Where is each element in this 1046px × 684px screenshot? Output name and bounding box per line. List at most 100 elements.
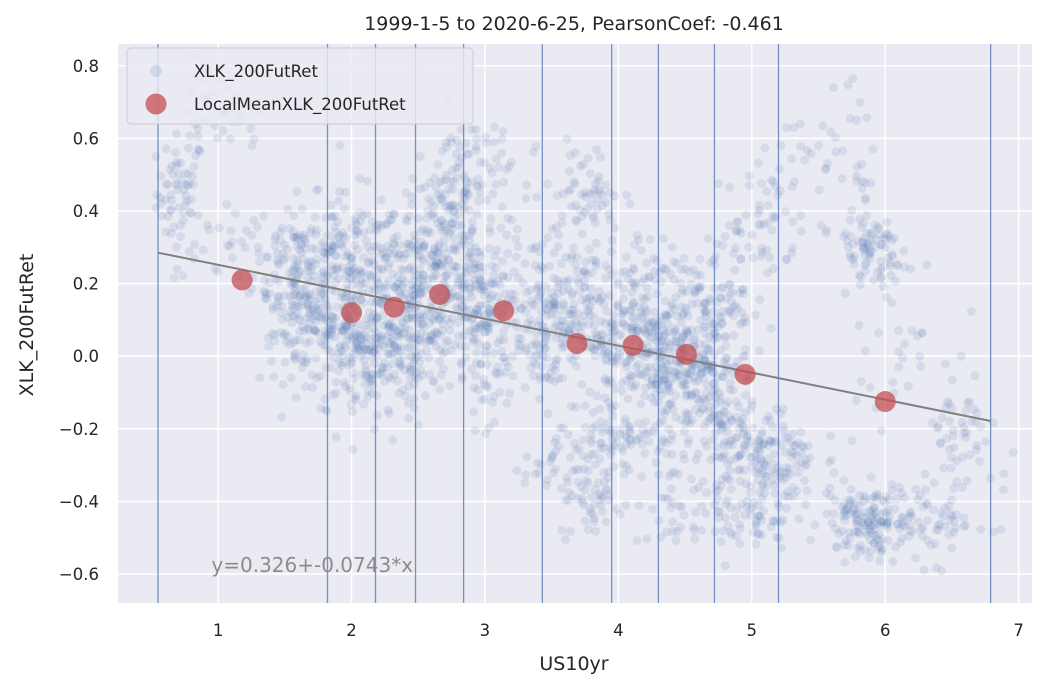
scatter-point bbox=[676, 288, 686, 298]
scatter-point bbox=[961, 405, 971, 415]
scatter-point bbox=[583, 203, 593, 213]
scatter-point bbox=[899, 262, 909, 272]
scatter-point bbox=[730, 265, 740, 275]
scatter-point bbox=[532, 284, 542, 294]
scatter-point bbox=[176, 158, 186, 168]
scatter-point bbox=[386, 327, 396, 337]
scatter-point bbox=[441, 338, 451, 348]
scatter-point bbox=[753, 529, 763, 539]
scatter-point bbox=[321, 248, 331, 258]
scatter-point bbox=[771, 516, 781, 526]
scatter-point bbox=[754, 443, 764, 453]
scatter-point bbox=[801, 500, 811, 510]
scatter-point bbox=[714, 179, 724, 189]
scatter-point bbox=[339, 378, 349, 388]
scatter-point bbox=[667, 498, 677, 508]
scatter-point bbox=[590, 460, 600, 470]
scatter-point bbox=[371, 333, 381, 343]
scatter-point bbox=[861, 195, 871, 205]
scatter-point bbox=[690, 404, 700, 414]
scatter-point bbox=[746, 504, 756, 514]
scatter-point bbox=[386, 215, 396, 225]
scatter-point bbox=[859, 496, 869, 506]
scatter-point bbox=[661, 337, 671, 347]
scatter-point bbox=[265, 289, 275, 299]
scatter-point bbox=[962, 476, 972, 486]
scatter-point bbox=[640, 429, 650, 439]
scatter-point bbox=[627, 278, 637, 288]
scatter-point bbox=[340, 340, 350, 350]
scatter-point bbox=[476, 285, 486, 295]
scatter-point bbox=[472, 181, 482, 191]
scatter-point bbox=[626, 323, 636, 333]
scatter-point bbox=[695, 254, 705, 264]
scatter-point bbox=[326, 347, 336, 357]
scatter-point bbox=[601, 346, 611, 356]
scatter-point bbox=[296, 240, 306, 250]
scatter-point bbox=[702, 417, 712, 427]
scatter-point bbox=[670, 467, 680, 477]
scatter-point bbox=[457, 199, 467, 209]
scatter-point bbox=[565, 185, 575, 195]
scatter-point bbox=[759, 219, 769, 229]
scatter-point bbox=[385, 319, 395, 329]
scatter-point bbox=[672, 259, 682, 269]
scatter-point bbox=[388, 322, 398, 332]
scatter-point bbox=[273, 291, 283, 301]
scatter-point bbox=[778, 475, 788, 485]
scatter-point bbox=[748, 253, 758, 263]
scatter-point bbox=[695, 270, 705, 280]
scatter-point bbox=[700, 308, 710, 318]
scatter-point bbox=[427, 262, 437, 272]
scatter-point bbox=[486, 293, 496, 303]
scatter-point bbox=[418, 270, 428, 280]
scatter-point bbox=[272, 248, 282, 258]
scatter-point bbox=[481, 300, 491, 310]
scatter-point bbox=[739, 510, 749, 520]
scatter-point bbox=[701, 509, 711, 519]
scatter-point bbox=[346, 253, 356, 263]
scatter-point bbox=[899, 246, 909, 256]
scatter-point bbox=[732, 412, 742, 422]
scatter-point bbox=[708, 324, 718, 334]
scatter-point bbox=[668, 366, 678, 376]
scatter-point bbox=[725, 466, 735, 476]
x-tick-label: 1 bbox=[213, 621, 224, 640]
scatter-point bbox=[497, 202, 507, 212]
scatter-point bbox=[602, 306, 612, 316]
scatter-point bbox=[630, 278, 640, 288]
scatter-point bbox=[869, 275, 879, 285]
scatter-point bbox=[477, 268, 487, 278]
scatter-point bbox=[690, 534, 700, 544]
scatter-point bbox=[350, 214, 360, 224]
scatter-point bbox=[662, 527, 672, 537]
scatter-point bbox=[744, 242, 754, 252]
scatter-point bbox=[529, 244, 539, 254]
scatter-point bbox=[600, 376, 610, 386]
scatter-point bbox=[860, 266, 870, 276]
scatter-point bbox=[479, 318, 489, 328]
scatter-point bbox=[351, 267, 361, 277]
scatter-point bbox=[352, 220, 362, 230]
scatter-point bbox=[303, 323, 313, 333]
scatter-point bbox=[479, 281, 489, 291]
scatter-point bbox=[461, 352, 471, 362]
scatter-point bbox=[343, 248, 353, 258]
scatter-point bbox=[616, 443, 626, 453]
scatter-point bbox=[671, 330, 681, 340]
scatter-point bbox=[832, 543, 842, 553]
scatter-point bbox=[329, 270, 339, 280]
scatter-point bbox=[702, 388, 712, 398]
scatter-point bbox=[683, 416, 693, 426]
scatter-point bbox=[659, 264, 669, 274]
scatter-point bbox=[669, 304, 679, 314]
chart-title: 1999-1-5 to 2020-6-25, PearsonCoef: -0.4… bbox=[364, 13, 784, 35]
scatter-point bbox=[624, 422, 634, 432]
scatter-point bbox=[360, 344, 370, 354]
scatter-point bbox=[366, 246, 376, 256]
scatter-point bbox=[470, 425, 480, 435]
scatter-point bbox=[542, 475, 552, 485]
scatter-point bbox=[615, 348, 625, 358]
scatter-point bbox=[727, 416, 737, 426]
scatter-point bbox=[563, 284, 573, 294]
